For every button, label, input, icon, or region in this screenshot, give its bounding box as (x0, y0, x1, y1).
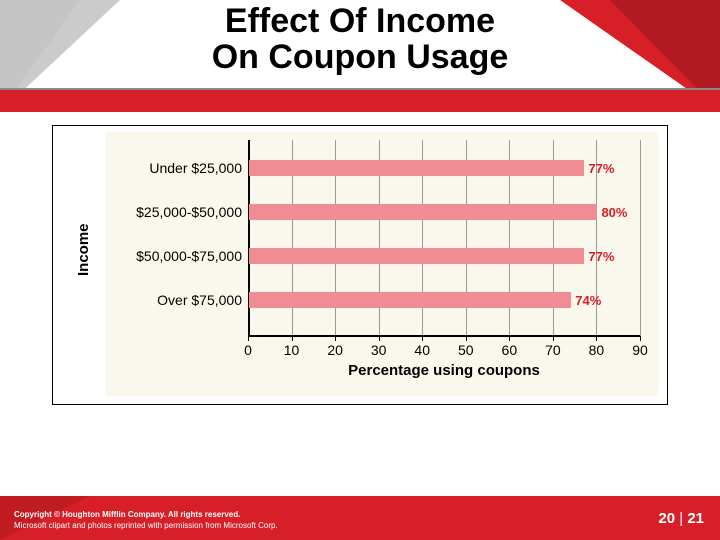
x-tick-mark (422, 336, 423, 341)
x-tick-mark (335, 336, 336, 341)
x-tick-label: 80 (581, 342, 611, 358)
bar-value-label: 80% (601, 205, 627, 220)
page-number: 20 | 21 (658, 510, 704, 527)
page-separator: | (675, 510, 687, 527)
category-label: $50,000-$75,000 (111, 248, 242, 264)
x-tick-mark (292, 336, 293, 341)
slide-number: 21 (687, 510, 704, 527)
x-tick-mark (248, 336, 249, 341)
x-tick-label: 10 (277, 342, 307, 358)
category-label: Under $25,000 (111, 160, 242, 176)
x-tick-mark (509, 336, 510, 341)
x-tick-label: 70 (538, 342, 568, 358)
x-tick-label: 40 (407, 342, 437, 358)
x-tick-label: 90 (625, 342, 655, 358)
bar (249, 248, 584, 264)
chapter-number: 20 (658, 510, 675, 527)
gridline (640, 140, 641, 336)
x-tick-mark (553, 336, 554, 341)
x-axis-line (248, 335, 640, 337)
y-axis-title: Income (75, 223, 92, 276)
x-tick-mark (466, 336, 467, 341)
chart-frame: Income 77% 80% 77% 74% Percentage using cou… (52, 125, 668, 405)
x-tick-mark (640, 336, 641, 341)
copyright-line-2: Microsoft clipart and photos reprinted w… (14, 521, 278, 530)
copyright-line-1: Copyright © Houghton Mifflin Company. Al… (14, 510, 240, 519)
x-tick-label: 0 (233, 342, 263, 358)
x-tick-label: 50 (451, 342, 481, 358)
plot-area: 77% 80% 77% 74% (248, 140, 640, 336)
title-line-2: On Coupon Usage (212, 38, 509, 76)
bar (249, 204, 597, 220)
x-axis-title: Percentage using coupons (248, 362, 640, 379)
bar-value-label: 74% (575, 293, 601, 308)
title-line-1: Effect Of Income (225, 2, 495, 40)
slide: Effect Of Income On Coupon Usage Income … (0, 0, 720, 540)
slide-footer: Copyright © Houghton Mifflin Company. Al… (0, 496, 720, 540)
bar-value-label: 77% (588, 161, 614, 176)
bar (249, 292, 571, 308)
x-tick-label: 30 (364, 342, 394, 358)
bar (249, 160, 584, 176)
x-tick-mark (379, 336, 380, 341)
bar-value-label: 77% (588, 249, 614, 264)
chart-area: Income 77% 80% 77% 74% Percentage using cou… (0, 125, 720, 425)
x-tick-mark (596, 336, 597, 341)
category-label: $25,000-$50,000 (111, 204, 242, 220)
slide-title: Effect Of Income On Coupon Usage (0, 4, 720, 75)
category-label: Over $75,000 (111, 292, 242, 308)
x-tick-label: 60 (494, 342, 524, 358)
x-tick-label: 20 (320, 342, 350, 358)
slide-header: Effect Of Income On Coupon Usage (0, 0, 720, 112)
